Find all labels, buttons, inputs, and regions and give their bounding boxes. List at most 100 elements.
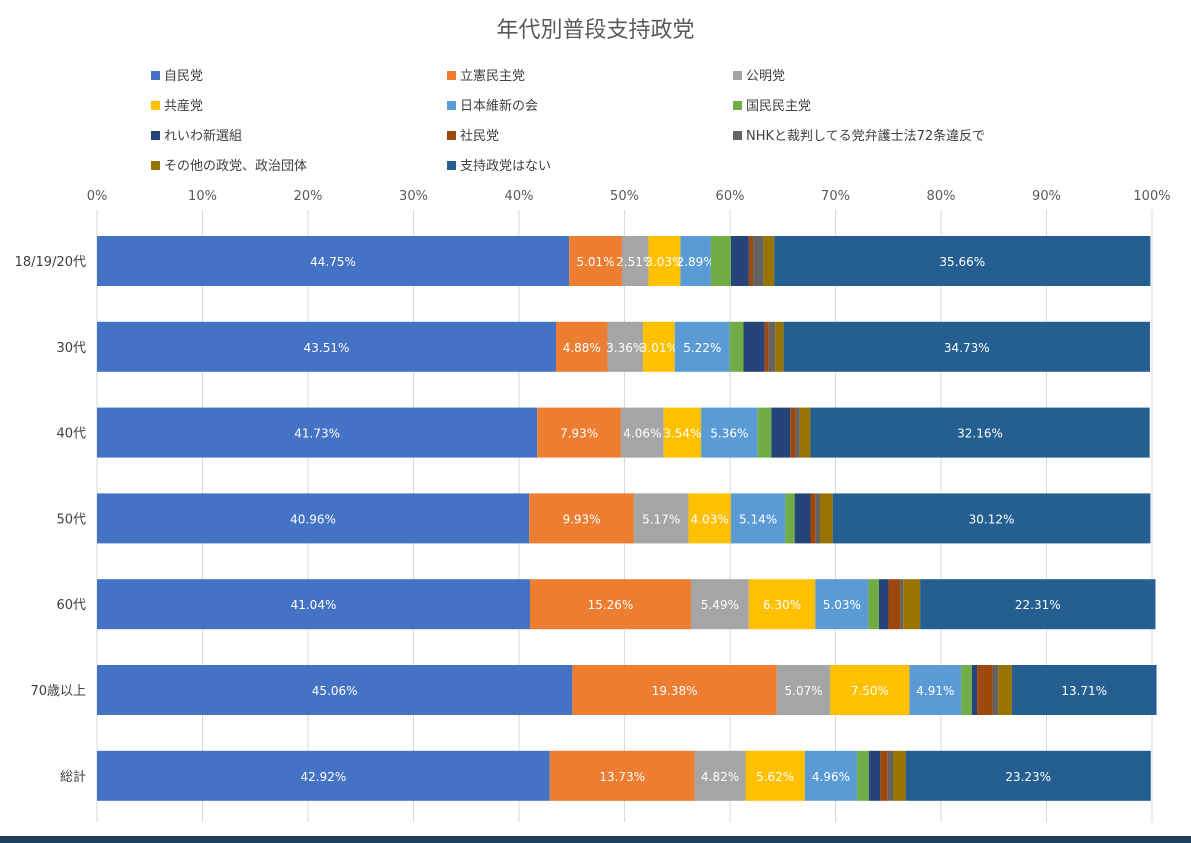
legend-swatch [447, 101, 456, 110]
bar-segment [97, 493, 530, 544]
bar-segment [888, 579, 901, 630]
x-tick-label: 0% [87, 189, 108, 204]
legend-swatch [151, 161, 160, 170]
data-label: 15.26% [588, 598, 634, 612]
legend-label: 公明党 [746, 69, 786, 84]
data-label: 19.38% [652, 684, 698, 698]
chart-title: 年代別普段支持政党 [496, 18, 695, 43]
data-label: 41.04% [291, 598, 337, 612]
data-label: 35.66% [939, 255, 985, 269]
data-label: 9.93% [562, 512, 600, 526]
data-label: 4.03% [691, 512, 729, 526]
bar-segment [690, 579, 749, 630]
bar-segment [810, 407, 1150, 458]
data-label: 5.36% [710, 427, 748, 441]
data-label: 7.50% [851, 684, 889, 698]
legend-item-ishin: 日本維新の会 [447, 95, 538, 114]
x-tick-label: 90% [1032, 189, 1061, 204]
data-label: 45.06% [312, 684, 358, 698]
category-label: 30代 [56, 341, 86, 356]
bar-segment [764, 321, 769, 372]
data-label: 4.91% [916, 684, 954, 698]
data-label: 2.51% [616, 255, 654, 269]
bar-segment [768, 321, 776, 372]
data-label: 3.01% [640, 341, 678, 355]
bar-segment [529, 493, 634, 544]
bar-segment [868, 579, 879, 630]
legend-item-cdp: 立憲民主党 [447, 65, 525, 84]
data-label: 4.06% [623, 427, 661, 441]
data-label: 13.71% [1061, 684, 1107, 698]
bar-segment [730, 493, 786, 544]
bar-segment [642, 321, 675, 372]
data-label: 5.14% [739, 512, 777, 526]
bar-segment [832, 493, 1151, 544]
x-tick-label: 70% [821, 189, 850, 204]
data-label: 40.96% [290, 512, 336, 526]
data-label: 6.30% [763, 598, 801, 612]
legend-item-nhk: NHKと裁判してる党弁護士法72条違反で [733, 125, 985, 144]
data-label: 5.62% [756, 770, 794, 784]
x-tick-label: 50% [610, 189, 639, 204]
legend-label: 支持政党はない [460, 159, 552, 174]
legend-item-other: その他の政党、政治団体 [151, 155, 307, 174]
data-label: 5.07% [785, 684, 823, 698]
bar-segment [909, 665, 962, 715]
bar-segment [790, 407, 796, 458]
bar-segment [701, 407, 758, 458]
x-tick-label: 40% [505, 189, 534, 204]
bar-segment [775, 321, 784, 372]
bar-segment [961, 665, 972, 715]
bar-segment [920, 579, 1156, 630]
bar-segment [730, 236, 749, 286]
bar-segment [97, 750, 550, 801]
bar-segment [710, 236, 731, 286]
bar-segment [815, 579, 869, 630]
bar-segment [688, 493, 731, 544]
data-label: 34.73% [944, 341, 990, 355]
x-tick-label: 10% [188, 189, 217, 204]
bar-segment [819, 493, 833, 544]
bar-segment [998, 665, 1012, 715]
legend-label: 日本維新の会 [460, 99, 539, 114]
data-label: 3.54% [663, 427, 701, 441]
data-label: 3.03% [645, 255, 683, 269]
x-tick-label: 30% [399, 189, 428, 204]
legend-item-reiwa: れいわ新選組 [151, 125, 242, 144]
data-label: 4.96% [812, 770, 850, 784]
bar-segment [97, 321, 557, 372]
legend-swatch [151, 101, 160, 110]
bar-segment [971, 665, 978, 715]
data-label: 5.22% [683, 341, 721, 355]
category-label: 40代 [56, 427, 86, 442]
window-bottom-border [0, 836, 1191, 843]
legend-swatch [733, 131, 742, 140]
legend-item-sdp: 社民党 [447, 125, 499, 144]
bar-segment [785, 493, 795, 544]
bar-segment [680, 236, 711, 286]
bar-segment [903, 579, 921, 630]
x-tick-label: 20% [294, 189, 323, 204]
legend-label: 社民党 [460, 129, 500, 144]
legend-label: 自民党 [164, 69, 204, 84]
bar-segment [830, 665, 910, 715]
bar-segment [753, 236, 764, 286]
bar-segment [868, 750, 881, 801]
legend-item-komeito: 公明党 [733, 65, 785, 84]
legend-swatch [151, 71, 160, 80]
x-tick-label: 100% [1133, 189, 1170, 204]
bar-segment [694, 750, 746, 801]
bar-segment [729, 321, 744, 372]
x-tick-label: 60% [716, 189, 745, 204]
bar-segment [1011, 665, 1157, 715]
legend-item-none: 支持政党はない [447, 155, 551, 174]
bar-segment [799, 407, 811, 458]
bar-segment [748, 236, 754, 286]
category-label: 70歳以上 [30, 684, 86, 699]
legend-label: 国民民主党 [746, 99, 812, 114]
bar-segment [900, 579, 904, 630]
bar-segment [810, 493, 816, 544]
category-label: 18/19/20代 [15, 255, 86, 270]
bar-segment [783, 321, 1150, 372]
data-label: 43.51% [304, 341, 350, 355]
